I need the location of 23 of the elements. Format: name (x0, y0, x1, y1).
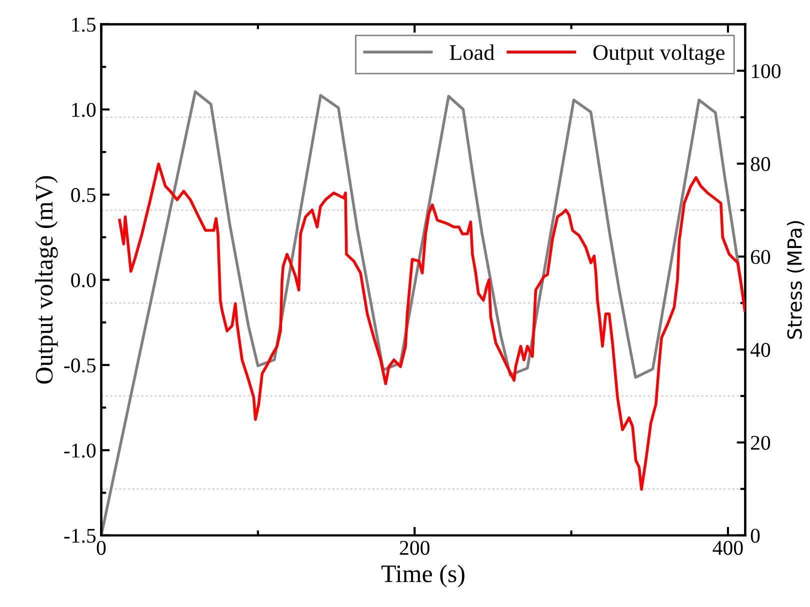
x-tick-label: 200 (400, 540, 430, 555)
y-tick-label: 1.0 (72, 102, 96, 117)
y-tick-label: -1.0 (64, 444, 96, 458)
line-series (101, 90, 744, 536)
y-tick-label: 0.0 (71, 273, 96, 288)
y2-axis-title: Stress (MPa) (786, 221, 804, 339)
y2-tick-label: 20 (750, 436, 770, 450)
legend-label: Load (450, 44, 494, 60)
y-tick-label: -0.5 (64, 358, 96, 373)
y2-tick-label: 0 (750, 528, 760, 543)
line-series (118, 162, 746, 491)
x-tick-label: 400 (712, 540, 743, 555)
x-axis-title: Time (s) (381, 564, 464, 588)
y-tick-label: -1.5 (64, 528, 96, 543)
y2-tick-label: 100 (752, 64, 781, 78)
y2-tick-label: 40 (750, 342, 770, 357)
legend-label: Output voltage (593, 44, 724, 65)
x-tick-label: 0 (96, 540, 106, 555)
y-tick-label: 1.5 (72, 18, 96, 32)
y2-tick-label: 80 (750, 157, 770, 172)
y2-tick-label: 60 (750, 250, 770, 264)
y-axis-title: Output voltage (mV) (35, 176, 58, 384)
y-tick-label: 0.5 (71, 188, 96, 202)
